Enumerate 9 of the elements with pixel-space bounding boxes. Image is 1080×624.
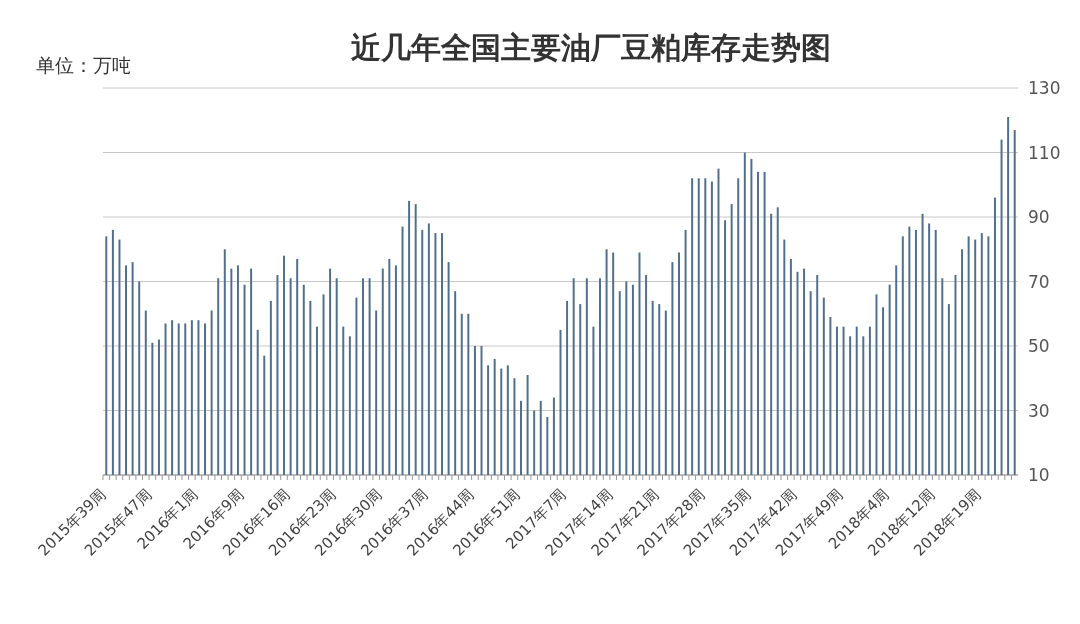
y-tick-label: 50	[1028, 336, 1050, 356]
y-tick-label: 90	[1028, 207, 1050, 227]
y-tick-label: 70	[1028, 271, 1050, 292]
y-tick-label: 10	[1028, 465, 1050, 485]
y-tick-label: 110	[1028, 142, 1061, 163]
chart-title: 近几年全国主要油厂豆粕库存走势图	[350, 30, 831, 65]
text: 单位：万吨	[36, 54, 131, 76]
y-tick-label: 130	[1028, 78, 1061, 98]
y-tick-label: 30	[1028, 400, 1050, 421]
